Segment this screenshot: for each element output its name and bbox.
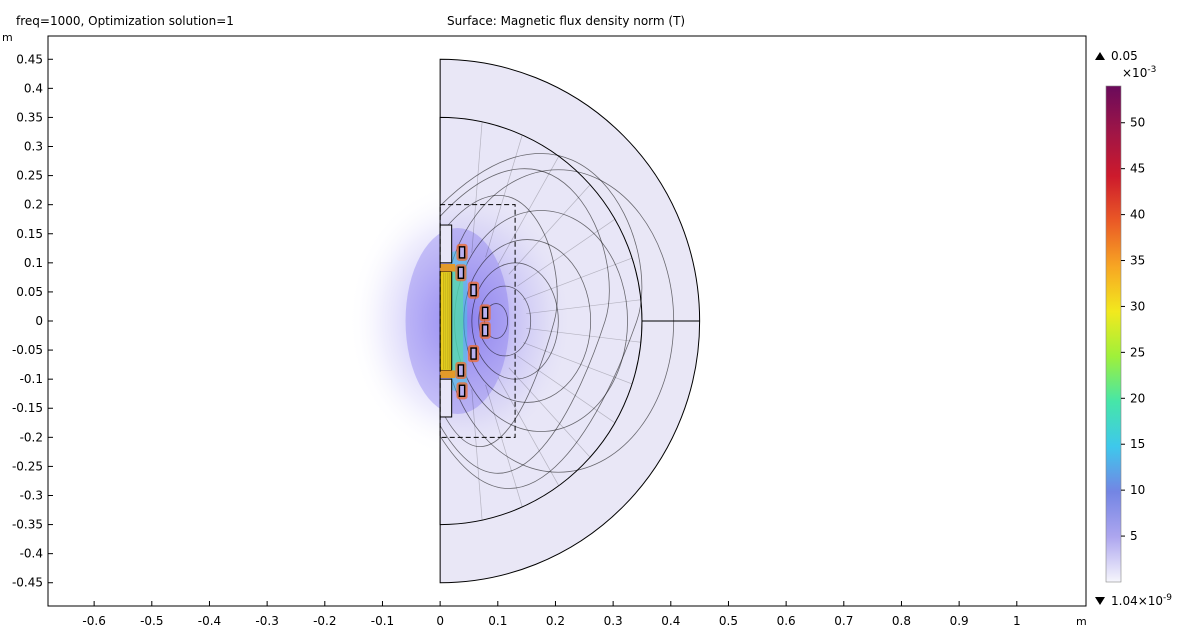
y-tick-label: -0.4 <box>20 547 43 561</box>
x-tick-label: 0.5 <box>719 614 738 628</box>
lower-pole <box>439 378 453 418</box>
streamline <box>526 299 641 315</box>
field-lines <box>439 153 675 489</box>
x-tick-label: 0.9 <box>950 614 969 628</box>
upper-pole <box>439 224 453 264</box>
x-tick-label: 0.8 <box>892 614 911 628</box>
x-tick-label: 0 <box>436 614 444 628</box>
streamline <box>508 184 591 275</box>
coil <box>481 324 489 337</box>
streamline <box>497 377 560 486</box>
streamline <box>517 355 616 424</box>
y-tick-label: -0.1 <box>20 372 43 386</box>
max-marker-icon <box>1095 52 1105 60</box>
x-tick-label: 0.6 <box>777 614 796 628</box>
colorbar-scale-label: ×10-3 <box>1122 65 1156 80</box>
x-tick-label: -0.6 <box>82 614 105 628</box>
colorbar-tick-label: 15 <box>1130 437 1145 451</box>
core-field-lines <box>443 272 453 370</box>
coil <box>457 364 465 377</box>
colorbar-tick-label: 10 <box>1130 483 1145 497</box>
y-tick-label: 0.1 <box>24 256 43 270</box>
y-tick-label: 0.05 <box>16 285 43 299</box>
coil <box>470 347 477 360</box>
y-tick-label: -0.05 <box>12 343 43 357</box>
y-tick-label: -0.3 <box>20 488 43 502</box>
field-line <box>439 153 643 489</box>
colorbar-tick-label: 40 <box>1130 208 1145 222</box>
x-tick-label: 0.4 <box>661 614 680 628</box>
colorbar-max-label: 0.05 <box>1111 49 1138 63</box>
streamlines <box>471 121 641 521</box>
colorbar-tick-label: 45 <box>1130 162 1145 176</box>
x-tick-label: 0.2 <box>546 614 565 628</box>
streamline <box>523 257 633 300</box>
coil-group <box>455 243 491 400</box>
x-tick-label: 0.1 <box>488 614 507 628</box>
band-green <box>451 265 464 377</box>
streamline <box>517 218 616 287</box>
y-tick-label: 0.15 <box>16 227 43 241</box>
field-line <box>439 194 558 447</box>
coil <box>457 266 465 279</box>
y-tick-label: -0.45 <box>12 576 43 590</box>
plot-title: Surface: Magnetic flux density norm (T) <box>447 14 686 28</box>
x-unit-label: m <box>1076 615 1087 628</box>
colorbar-min-label: 1.04×10-9 <box>1111 593 1172 608</box>
y-unit-label: m <box>2 31 13 44</box>
x-tick-label: -0.4 <box>198 614 221 628</box>
y-tick-label: 0.3 <box>24 140 43 154</box>
min-marker-icon <box>1095 597 1105 605</box>
core-bottom-rim <box>440 370 456 378</box>
colorbar-tick-label: 30 <box>1130 299 1145 313</box>
colorbar-tick-label: 5 <box>1130 529 1138 543</box>
y-tick-label: 0.45 <box>16 52 43 66</box>
high-field-band <box>449 251 468 391</box>
solution-label: freq=1000, Optimization solution=1 <box>16 14 234 28</box>
y-tick-label: -0.35 <box>12 518 43 532</box>
x-tick-label: -0.1 <box>371 614 394 628</box>
coil <box>458 246 466 259</box>
x-tick-label: 1 <box>1013 614 1021 628</box>
streamline <box>485 384 523 508</box>
streamline <box>526 327 641 343</box>
coil <box>458 384 466 398</box>
y-tick-label: 0.4 <box>24 81 43 95</box>
colorbar-tick-label: 20 <box>1130 391 1145 405</box>
x-tick-label: 0.3 <box>604 614 623 628</box>
colorbar-scale <box>1105 85 1122 583</box>
field-line <box>439 168 610 474</box>
y-tick-label: 0.2 <box>24 198 43 212</box>
y-tick-label: -0.2 <box>20 430 43 444</box>
x-tick-label: -0.5 <box>140 614 163 628</box>
core-top-rim <box>440 264 456 272</box>
design-region <box>439 204 516 438</box>
streamline <box>471 121 483 253</box>
coil <box>470 283 477 297</box>
field-line <box>478 285 532 357</box>
streamline <box>497 156 560 265</box>
y-tick-label: 0 <box>35 314 43 328</box>
coil <box>481 306 489 320</box>
y-tick-label: -0.25 <box>12 459 43 473</box>
y-tick-label: 0.25 <box>16 169 43 183</box>
y-tick-label: 0.35 <box>16 110 43 124</box>
x-tick-label: -0.3 <box>255 614 278 628</box>
colorbar-tick-label: 50 <box>1130 116 1145 130</box>
colorbar-tick-label: 25 <box>1130 345 1145 359</box>
x-tick-label: -0.2 <box>313 614 336 628</box>
colorbar-tick-label: 35 <box>1130 254 1145 268</box>
streamline <box>471 389 483 521</box>
x-tick-label: 0.7 <box>834 614 853 628</box>
y-tick-label: -0.15 <box>12 401 43 415</box>
